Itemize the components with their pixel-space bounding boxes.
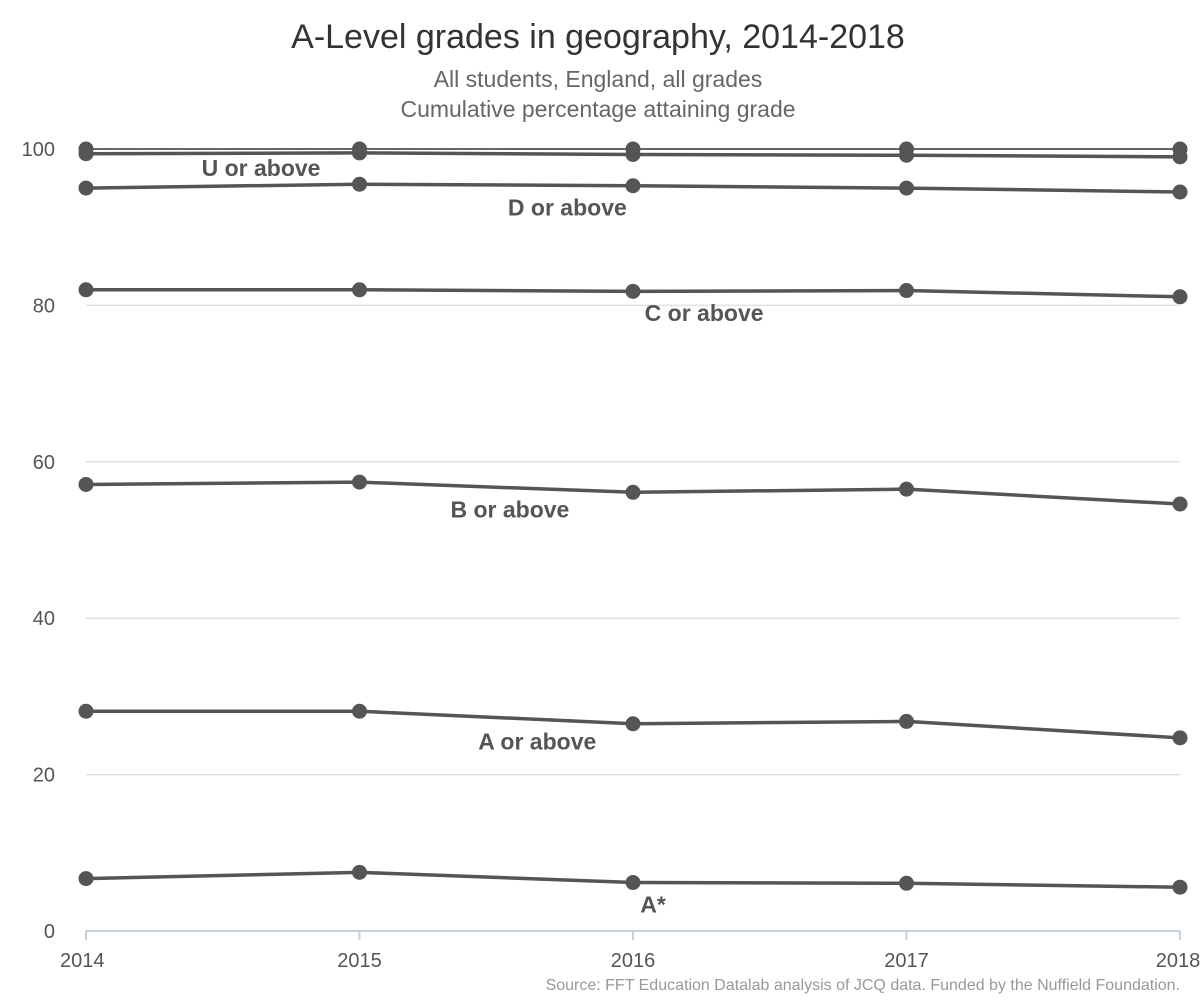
data-point [78,180,94,196]
chart-title: A-Level grades in geography, 2014-2018 [291,18,905,56]
data-point [352,141,367,157]
series-label: U or above [202,155,321,181]
x-tick-label: 2015 [337,950,382,972]
data-point [78,141,94,157]
x-tick-label: 2016 [611,950,656,972]
chart-source-note: Source: FFT Education Datalab analysis o… [546,977,1180,994]
data-point [899,180,914,196]
y-tick-label: 100 [22,139,55,161]
data-point [1172,289,1188,305]
data-point [78,871,94,887]
data-point [352,703,367,719]
chart-subtitle-line-2: Cumulative percentage attaining grade [400,96,795,122]
data-point [625,283,641,299]
data-point [1172,184,1188,200]
data-point [625,484,641,500]
data-point [1172,730,1188,746]
x-tick-label: 2018 [1156,950,1200,972]
series-label: C or above [645,300,764,326]
x-tick-label: 2014 [60,950,105,972]
data-point [899,481,914,497]
data-point [352,474,367,490]
data-point [899,141,914,157]
series-label: B or above [450,497,569,523]
y-tick-label: 0 [44,921,55,943]
data-point [899,283,914,299]
data-point [899,875,914,891]
data-point [352,864,367,880]
data-point [78,703,94,719]
data-point [625,875,641,891]
chart-subtitle-line-1: All students, England, all grades [434,66,763,92]
data-point [899,713,914,729]
data-point [352,282,367,298]
data-point [1172,879,1188,895]
series-label: D or above [508,194,627,220]
grid-lines [86,148,1180,932]
y-axis-ticks: 0 20 40 60 80 100 [22,139,55,943]
y-tick-label: 20 [33,765,55,787]
data-point [78,476,94,492]
series-labels: A* A or above B or above C or above D or abo… [202,155,764,917]
series-label: A* [640,892,666,918]
data-point [1172,141,1188,157]
y-tick-label: 40 [33,608,55,630]
data-point [78,282,94,298]
y-tick-label: 60 [33,452,55,474]
series-lines [85,148,1181,889]
y-tick-label: 80 [33,295,55,317]
series-label: A or above [478,728,596,754]
x-tick-label: 2017 [884,950,929,972]
data-point [625,716,641,732]
data-point [625,178,641,194]
x-axis-ticks: 2014 2015 2016 2017 2018 [60,931,1200,972]
series-points [78,141,1188,895]
data-point [1172,496,1188,512]
data-point [352,176,367,192]
data-point [625,141,641,157]
